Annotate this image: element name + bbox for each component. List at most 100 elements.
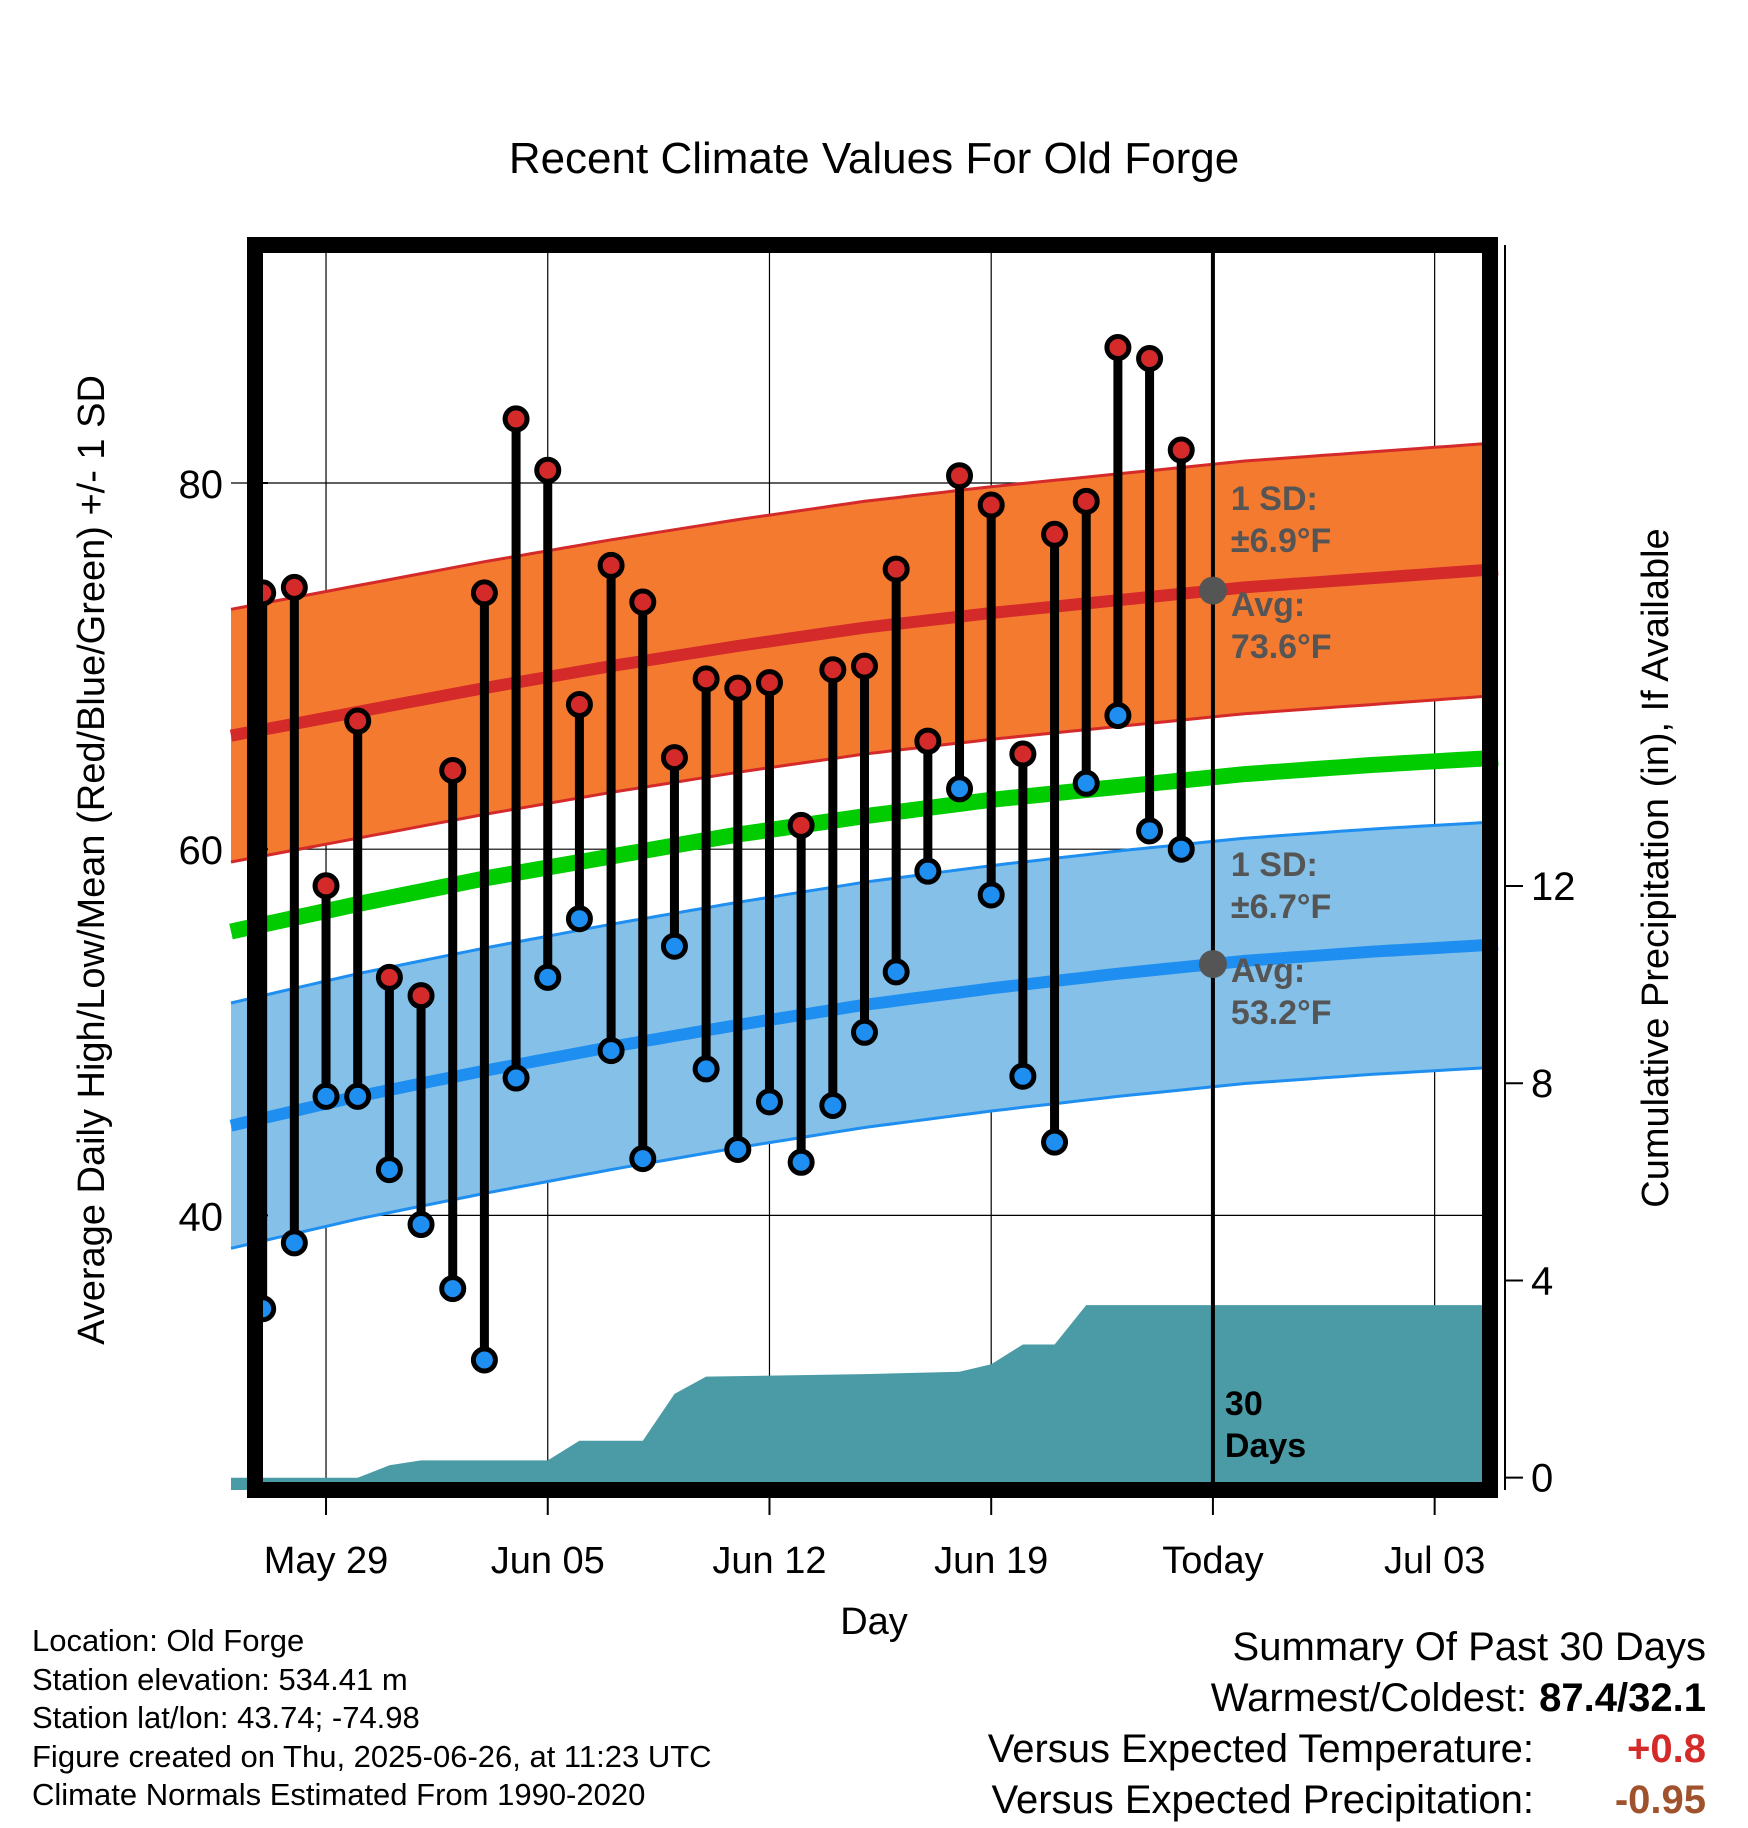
observed-low-point	[565, 905, 593, 933]
low-sd-band-lower-edge	[230, 1065, 1499, 1250]
high-sd-band-upper-edge	[230, 441, 1499, 611]
normals-period-text: Climate Normals Estimated From 1990-2020	[32, 1777, 646, 1812]
temp-anomaly-label: Versus Expected Temperature:	[987, 1727, 1534, 1771]
x-axis-label: Day	[840, 1601, 908, 1643]
period-label: Days	[1225, 1427, 1306, 1465]
observed-low-point	[692, 1055, 720, 1083]
created-text: Figure created on Thu, 2025-06-26, at 11…	[32, 1738, 712, 1774]
warm-cold-value: 87.4/32.1	[1539, 1676, 1706, 1720]
observed-low-point	[819, 1092, 847, 1120]
observed-low-point	[407, 1211, 435, 1239]
y2-tick-label-0: 0	[1531, 1457, 1553, 1501]
y-axis-label: Average Daily High/Low/Mean (Red/Blue/Gr…	[71, 375, 113, 1345]
observed-high-point	[660, 744, 688, 772]
observed-high-point	[375, 963, 403, 991]
observed-low-point	[344, 1082, 372, 1110]
observed-high-point	[977, 491, 1005, 519]
observed-low-point	[977, 881, 1005, 909]
observed-high-point	[439, 756, 467, 784]
x-tick-label-4: Today	[1162, 1540, 1263, 1582]
x-tick-label-5: Jul 03	[1384, 1540, 1485, 1582]
low-sd-value: ±6.7°F	[1231, 888, 1331, 926]
elevation-text: Station elevation: 534.41 m	[32, 1661, 408, 1697]
observed-low-point	[914, 857, 942, 885]
temp-anomaly-value: +0.8	[1627, 1727, 1706, 1771]
observed-high-point	[1167, 436, 1195, 464]
observed-low-point	[470, 1346, 498, 1374]
observed-high-point	[1009, 740, 1037, 768]
observed-high-point	[280, 573, 308, 601]
y2-tick-label-1: 4	[1531, 1259, 1553, 1303]
observed-high-point	[724, 674, 752, 702]
observed-low-point	[1104, 702, 1132, 730]
observed-high-point	[851, 652, 878, 680]
plot-area: 1 SD: ±6.9°F Avg: 73.6°F 1 SD: ±6.7°F Avg: 53.2…	[229, 245, 1499, 1490]
axes: 40 60 80 0 4 8 12 May 29 Jun 05 Jun 12 Jun 19 Today…	[179, 237, 1576, 1582]
today-high-avg-marker	[1198, 576, 1227, 605]
observed-low-point	[312, 1082, 340, 1110]
observed-low-point	[787, 1148, 815, 1176]
observed-low-point	[439, 1275, 467, 1303]
high-sd-label: 1 SD:	[1231, 480, 1318, 518]
observed-low-point	[280, 1229, 308, 1257]
observed-high-point	[946, 462, 974, 490]
x-tick-label-1: Jun 05	[491, 1540, 605, 1582]
y-tick-label-0: 40	[179, 1195, 224, 1239]
observed-low-point	[534, 963, 562, 991]
observed-low-point	[851, 1018, 878, 1046]
observed-low-point	[375, 1156, 403, 1184]
y-tick-label-2: 80	[179, 463, 224, 507]
observed-low-point	[629, 1145, 657, 1173]
observed-high-point	[819, 656, 847, 684]
low-sd-label: 1 SD:	[1231, 846, 1318, 884]
observed-high-point	[565, 691, 593, 719]
location-text: Location: Old Forge	[32, 1623, 305, 1658]
normal-high-line	[229, 563, 1499, 742]
observed-high-point	[882, 555, 910, 583]
observed-low-point	[755, 1088, 783, 1116]
observed-low-point	[1167, 835, 1195, 863]
observed-low-point	[1041, 1128, 1069, 1156]
observed-high-point	[914, 727, 942, 755]
observed-low-point	[1136, 817, 1164, 845]
observed-low-point	[882, 958, 910, 986]
high-sd-value: ±6.9°F	[1231, 522, 1331, 560]
precip-anomaly-value: -0.95	[1614, 1778, 1706, 1822]
observed-high-point	[755, 669, 783, 697]
observed-high-point	[502, 405, 530, 433]
observed-high-point	[1136, 345, 1164, 373]
observed-high-point	[1041, 520, 1069, 548]
chart-title: Recent Climate Values For Old Forge	[509, 134, 1239, 183]
summary-temp-row: Versus Expected Temperature: +0.8	[988, 1724, 1706, 1775]
observed-low-point	[1009, 1062, 1037, 1090]
observed-high-point	[344, 707, 372, 735]
observed-low-point	[660, 932, 688, 960]
observed-low-point	[502, 1064, 530, 1092]
y2-axis-label: Cumulative Precipitation (in), If Availa…	[1635, 528, 1677, 1207]
low-avg-value: 53.2°F	[1231, 994, 1332, 1032]
high-avg-value: 73.6°F	[1231, 628, 1332, 666]
low-avg-label: Avg:	[1231, 952, 1305, 990]
summary-warm-cold-row: Warmest/Coldest: 87.4/32.1	[988, 1673, 1706, 1724]
station-info: Location: Old Forge Station elevation: 5…	[32, 1622, 712, 1815]
observed-high-point	[692, 665, 720, 693]
y2-tick-label-2: 8	[1531, 1062, 1553, 1106]
summary-panel: Summary Of Past 30 Days Warmest/Coldest:…	[988, 1622, 1706, 1826]
plot-frame	[247, 237, 1498, 1498]
observed-high-point	[407, 982, 435, 1010]
high-avg-label: Avg:	[1231, 586, 1305, 624]
observed-high-point	[1104, 334, 1132, 362]
observed-high-point	[470, 579, 498, 607]
summary-precip-row: Versus Expected Precipitation: -0.95	[988, 1775, 1706, 1826]
observed-low-point	[1072, 769, 1100, 797]
observed-high-point	[1072, 487, 1100, 515]
period-number: 30	[1225, 1385, 1263, 1423]
observed-low-point	[597, 1037, 625, 1065]
summary-title: Summary Of Past 30 Days	[1232, 1625, 1706, 1669]
x-tick-label-2: Jun 12	[712, 1540, 826, 1582]
x-tick-label-0: May 29	[264, 1540, 389, 1582]
observed-high-point	[787, 811, 815, 839]
latlon-text: Station lat/lon: 43.74; -74.98	[32, 1700, 420, 1735]
observed-low-point	[946, 775, 974, 803]
